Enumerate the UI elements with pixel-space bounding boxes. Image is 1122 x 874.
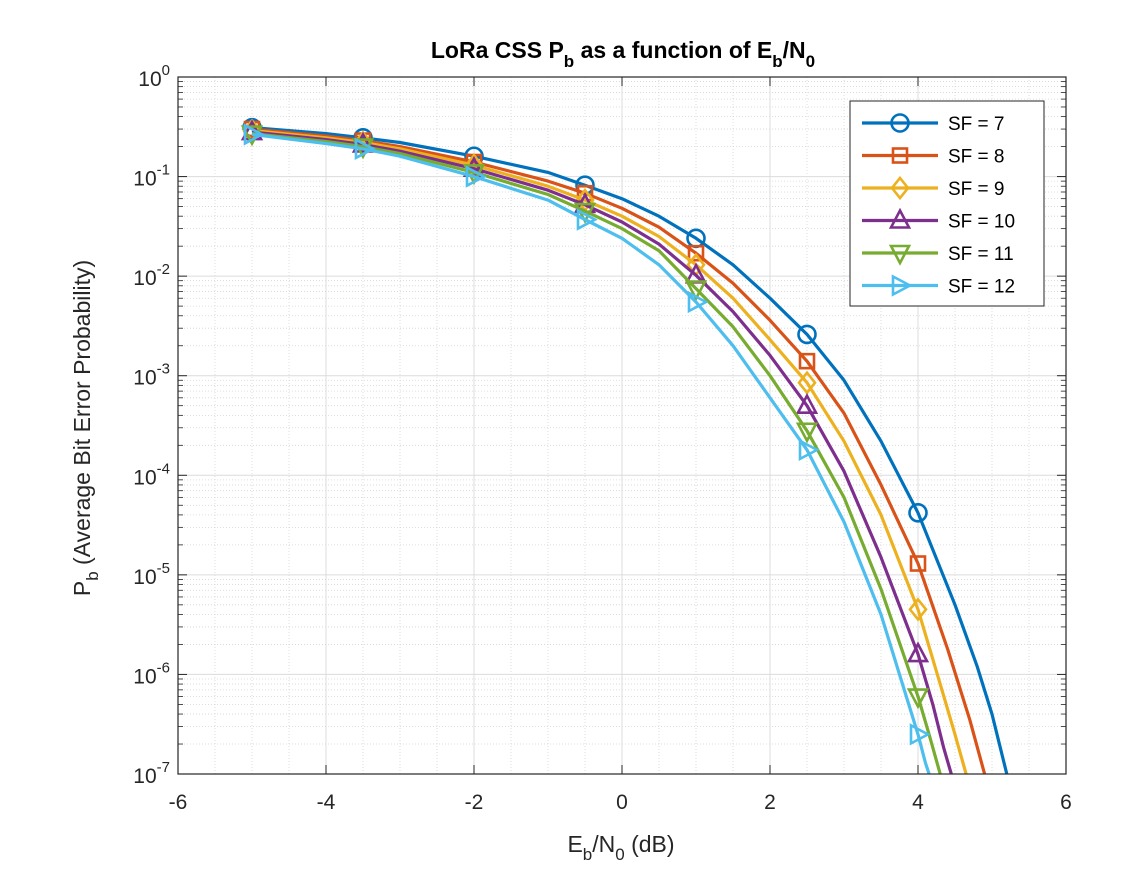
legend-label: SF = 11: [948, 244, 1014, 265]
y-tick-label: 10-1: [133, 162, 170, 191]
legend-box: [849, 100, 1045, 307]
legend-marker: [891, 274, 913, 297]
legend-entry: SF = 11: [862, 244, 1014, 266]
data-point: [906, 641, 930, 663]
data-point: [684, 280, 708, 302]
legend-marker: [888, 207, 912, 229]
series-line: [251, 132, 942, 774]
data-point: [797, 324, 817, 345]
data-point: [351, 131, 375, 153]
series-line: [251, 126, 1009, 774]
x-tick-label: 0: [616, 791, 628, 814]
data-point: [909, 723, 931, 746]
legend-marker: [890, 175, 910, 201]
series-layer: [240, 117, 1009, 774]
legend-entry: SF = 10: [862, 207, 1015, 233]
data-point: [687, 290, 709, 314]
data-point: [798, 438, 820, 462]
x-tick-label: -4: [317, 791, 336, 814]
legend-label: SF = 12: [948, 277, 1015, 298]
data-point: [795, 392, 819, 414]
legend-marker: [888, 244, 912, 266]
data-point: [909, 555, 927, 572]
legend: SF = 7 SF = 8 SF = 9 SF = 10 SF = 11 SF = 12: [849, 100, 1045, 307]
data-point: [465, 165, 487, 188]
legend-label: SF = 7: [948, 114, 1005, 135]
x-axis-label: Eb/N0 (dB): [567, 831, 674, 864]
legend-label: SF = 10: [948, 212, 1015, 233]
legend-entry: SF = 8: [862, 147, 1005, 168]
legend-entry: SF = 9: [862, 175, 1005, 201]
x-tick-label: 2: [764, 791, 776, 814]
data-point: [687, 244, 705, 262]
y-tick-label: 10-2: [133, 261, 170, 290]
x-tick-label: 4: [912, 791, 924, 814]
y-axis-label: Pb (Average Bit Error Probability): [69, 260, 102, 596]
data-point: [908, 502, 928, 523]
y-tick-label: 10-7: [133, 759, 170, 788]
data-point: [798, 352, 816, 370]
y-tick-label: 100: [138, 62, 170, 91]
y-tick-label: 10-6: [133, 659, 170, 688]
x-tick-label: -2: [465, 791, 484, 814]
series-line: [251, 130, 953, 774]
y-tick-label: 10-3: [133, 361, 170, 390]
series-line: [251, 132, 931, 774]
chart-title: LoRa CSS Pb as a function of Eb/N0: [431, 37, 815, 71]
ticks: -6 -4 -2 0 2 4 6 100 10-1 10-2 10-3 10-4 10-5 10-6 10-…: [133, 62, 1072, 814]
y-tick-label: 10-4: [133, 460, 170, 489]
data-point: [243, 123, 265, 146]
data-point: [906, 688, 930, 710]
legend-entry: SF = 12: [862, 274, 1015, 298]
legend-entry: SF = 7: [862, 113, 1005, 135]
data-point: [354, 137, 376, 160]
data-point: [797, 370, 817, 395]
x-tick-label: -6: [169, 791, 188, 814]
legend-label: SF = 9: [948, 179, 1005, 200]
data-point: [795, 422, 819, 444]
x-tick-label: 6: [1060, 791, 1072, 814]
legend-marker: [890, 113, 910, 133]
series-6: [243, 123, 931, 774]
data-point: [576, 208, 598, 231]
data-point: [908, 597, 928, 622]
legend-marker: [891, 147, 909, 164]
y-tick-label: 10-5: [133, 560, 170, 589]
legend-label: SF = 8: [948, 147, 1005, 168]
